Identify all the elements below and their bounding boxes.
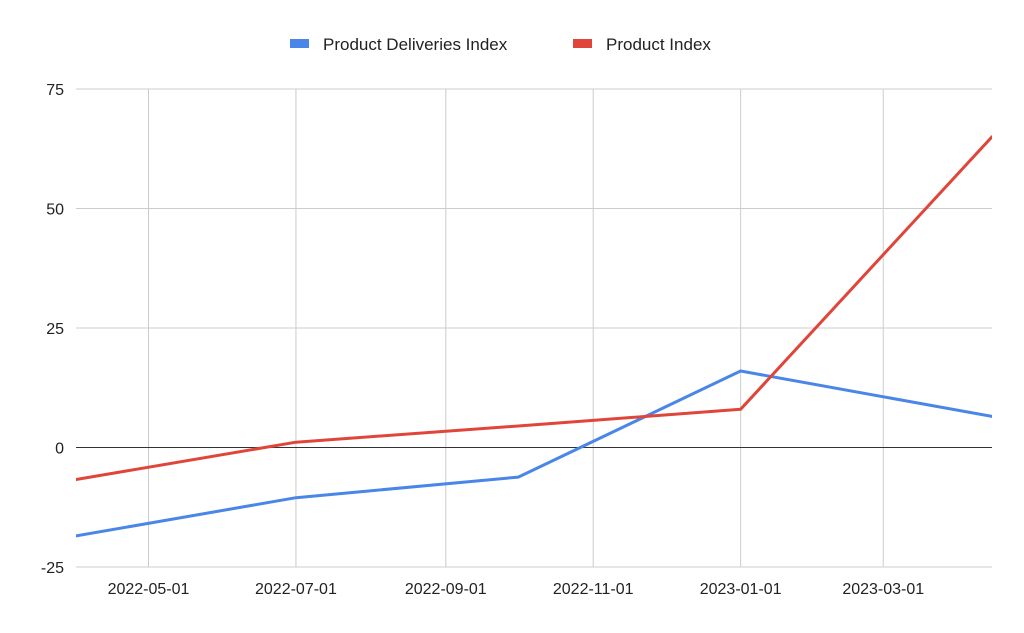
series-line-product-index bbox=[76, 135, 992, 481]
y-tick-label: 25 bbox=[46, 321, 64, 338]
y-tick-label: 75 bbox=[46, 82, 64, 99]
y-tick-label: -25 bbox=[41, 560, 64, 577]
x-tick-label: 2022-05-01 bbox=[108, 581, 190, 598]
legend-label: Product Deliveries Index bbox=[323, 35, 508, 54]
series-lines bbox=[76, 135, 992, 538]
legend: Product Deliveries Index Product Index bbox=[290, 35, 711, 54]
x-tick-label: 2023-03-01 bbox=[842, 581, 924, 598]
legend-swatch bbox=[573, 39, 592, 48]
x-tick-label: 2022-11-01 bbox=[553, 581, 634, 598]
legend-swatch bbox=[290, 39, 309, 48]
y-tick-label: 50 bbox=[46, 202, 64, 219]
y-tick-label: 0 bbox=[55, 441, 64, 458]
x-tick-label: 2022-07-01 bbox=[255, 581, 337, 598]
legend-entry: Product Index bbox=[573, 35, 711, 54]
x-tick-label: 2022-09-01 bbox=[405, 581, 487, 598]
series-line-product-deliveries-index bbox=[76, 369, 992, 538]
horizontal-gridlines bbox=[76, 88, 992, 568]
axis-tick-labels: 2022-05-01 2022-07-01 2022-09-01 2022-11-01… bbox=[41, 82, 924, 598]
x-tick-label: 2023-01-01 bbox=[700, 581, 782, 598]
legend-entry: Product Deliveries Index bbox=[290, 35, 508, 54]
legend-label: Product Index bbox=[606, 35, 711, 54]
